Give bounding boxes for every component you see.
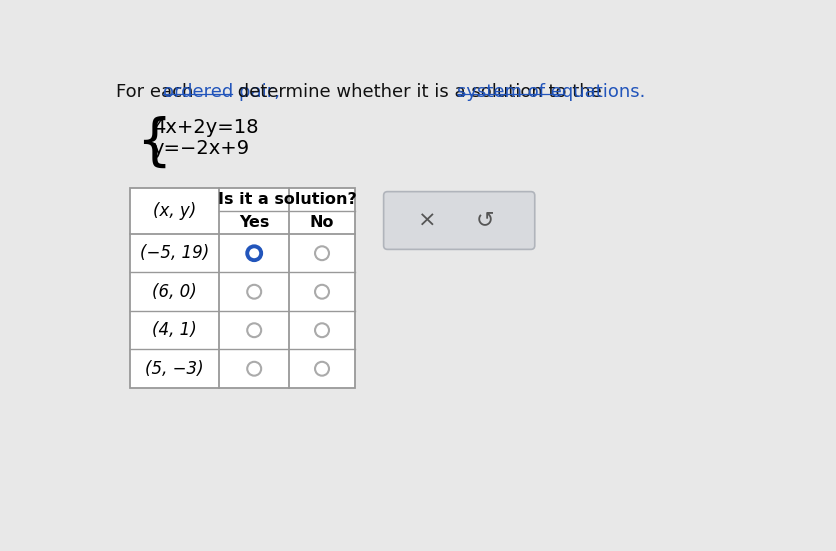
Text: (4, 1): (4, 1) [152,321,197,339]
Text: ×: × [418,210,436,230]
Text: system of equations.: system of equations. [456,83,645,101]
Circle shape [314,285,329,299]
Text: 4x+2y=18: 4x+2y=18 [152,118,257,137]
Circle shape [314,362,329,376]
FancyBboxPatch shape [383,192,534,250]
Text: No: No [309,215,334,230]
Text: Yes: Yes [239,215,269,230]
Text: ↺: ↺ [475,210,494,230]
Circle shape [247,285,261,299]
Circle shape [247,323,261,337]
Text: Is it a solution?: Is it a solution? [217,192,356,207]
Circle shape [314,323,329,337]
Text: ordered pair,: ordered pair, [163,83,280,101]
Text: determine whether it is a solution to the: determine whether it is a solution to th… [232,83,606,101]
Circle shape [314,246,329,260]
Text: (x, y): (x, y) [153,202,196,220]
Circle shape [247,246,261,260]
Text: y=−2x+9: y=−2x+9 [152,139,249,158]
Text: {: { [135,116,171,170]
Bar [130,188,354,388]
Circle shape [247,362,261,376]
Text: (5, −3): (5, −3) [145,360,204,378]
Text: (−5, 19): (−5, 19) [140,244,209,262]
Text: (6, 0): (6, 0) [152,283,197,301]
Text: For each: For each [116,83,199,101]
